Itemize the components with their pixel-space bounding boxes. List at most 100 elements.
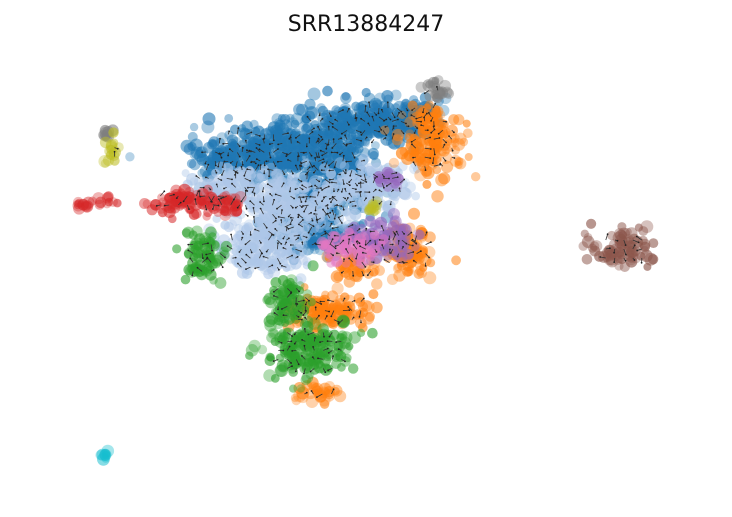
velocity-arrow-head	[309, 370, 312, 373]
velocity-arrow-head	[330, 201, 332, 204]
scatter-point	[614, 261, 624, 271]
velocity-arrow-head	[300, 250, 302, 253]
velocity-arrow-head	[327, 125, 330, 128]
velocity-arrow-head	[329, 211, 332, 214]
velocity-arrow-head	[613, 251, 615, 254]
scatter-point	[226, 219, 238, 231]
scatter-point	[308, 175, 322, 189]
velocity-arrow-head	[214, 164, 217, 167]
velocity-arrow-head	[269, 193, 271, 195]
velocity-arrow-head	[313, 232, 315, 235]
velocity-arrow-head	[300, 312, 303, 314]
velocity-arrow-head	[325, 147, 328, 150]
velocity-arrow-head	[296, 303, 299, 305]
velocity-arrow-head	[281, 264, 283, 267]
velocity-arrow-head	[241, 236, 244, 239]
velocity-arrow-head	[327, 352, 330, 354]
velocity-arrow-head	[217, 204, 220, 207]
scatter-point	[370, 219, 381, 231]
velocity-arrow-head	[272, 234, 275, 236]
velocity-arrow-head	[343, 297, 346, 300]
velocity-arrow-head	[265, 226, 268, 229]
scatter-point	[256, 262, 265, 271]
scatter-point	[471, 172, 481, 182]
velocity-arrow-head	[406, 109, 409, 112]
scatter-point	[263, 245, 276, 259]
velocity-arrow-head	[393, 116, 396, 119]
velocity-arrow-head	[226, 245, 229, 247]
scatter-point	[273, 315, 284, 326]
velocity-arrow-head	[305, 236, 308, 239]
velocity-arrow-head	[375, 114, 378, 116]
velocity-arrow-head	[422, 111, 424, 114]
scatter-point	[290, 112, 304, 126]
velocity-arrow-head	[330, 115, 332, 117]
velocity-arrow-head	[640, 261, 643, 264]
scatter-point	[364, 120, 377, 133]
velocity-arrow-head	[322, 223, 325, 226]
velocity-arrow-head	[211, 208, 214, 210]
scatter-point	[346, 169, 358, 181]
scatter-point	[270, 168, 283, 180]
scatter-point	[102, 451, 111, 460]
velocity-arrow-head	[301, 339, 303, 341]
velocity-arrow-head	[311, 131, 314, 133]
velocity-arrow-head	[345, 143, 348, 146]
velocity-arrow-head	[364, 105, 367, 107]
velocity-arrow-head	[201, 151, 204, 154]
velocity-arrow-head	[289, 223, 292, 226]
velocity-arrow-head	[222, 142, 225, 145]
velocity-arrow-head	[116, 147, 119, 150]
velocity-arrow-head	[276, 207, 278, 210]
velocity-arrow-head	[437, 132, 440, 135]
velocity-arrow-head	[389, 203, 392, 206]
scatter-point	[351, 101, 361, 112]
scatter-point	[643, 262, 652, 271]
velocity-arrow-head	[344, 134, 346, 137]
scatter-point	[189, 122, 199, 132]
velocity-arrow-head	[337, 188, 340, 191]
velocity-arrow-head	[429, 148, 432, 150]
velocity-arrow-head	[277, 216, 280, 218]
velocity-arrow-head	[345, 160, 348, 163]
velocity-arrow-head	[327, 299, 329, 301]
velocity-arrow-head	[262, 255, 265, 258]
velocity-arrow-head	[420, 124, 423, 126]
velocity-arrow-head	[378, 239, 381, 241]
velocity-arrow-head	[294, 164, 297, 167]
scatter-point	[274, 210, 287, 223]
velocity-arrow-head	[188, 208, 190, 211]
velocity-arrow-head	[305, 391, 308, 394]
velocity-arrow-head	[265, 160, 268, 163]
velocity-arrow-head	[260, 242, 262, 244]
velocity-arrow-head	[296, 256, 299, 258]
chart-title: SRR13884247	[287, 12, 445, 37]
velocity-arrow-head	[285, 155, 288, 158]
velocity-arrow-head	[199, 195, 202, 198]
velocity-arrow-head	[341, 132, 343, 135]
velocity-arrow-head	[207, 163, 210, 166]
scatter-point	[390, 172, 404, 186]
velocity-arrow-head	[635, 235, 638, 238]
velocity-arrow-head	[228, 130, 231, 133]
scatter-point	[287, 153, 300, 166]
scatter-point	[276, 359, 290, 373]
velocity-arrow-head	[246, 168, 249, 171]
velocity-arrow-head	[321, 138, 324, 141]
velocity-arrow-head	[278, 268, 280, 271]
scatter-point	[331, 302, 345, 316]
scatter-point	[212, 180, 225, 193]
velocity-arrow-head	[352, 316, 355, 319]
velocity-arrow-head	[259, 164, 262, 166]
velocity-arrow-head	[352, 233, 355, 236]
scatter-point	[309, 244, 320, 255]
scatter-point	[386, 206, 396, 216]
velocity-arrow-head	[258, 135, 261, 137]
velocity-arrow-head	[287, 228, 290, 230]
velocity-arrow-head	[262, 138, 265, 141]
scatter-point	[404, 116, 416, 128]
scatter-point	[365, 204, 377, 215]
scatter-point	[237, 139, 250, 152]
velocity-arrow-head	[310, 185, 313, 188]
velocity-arrow-head	[380, 129, 383, 131]
